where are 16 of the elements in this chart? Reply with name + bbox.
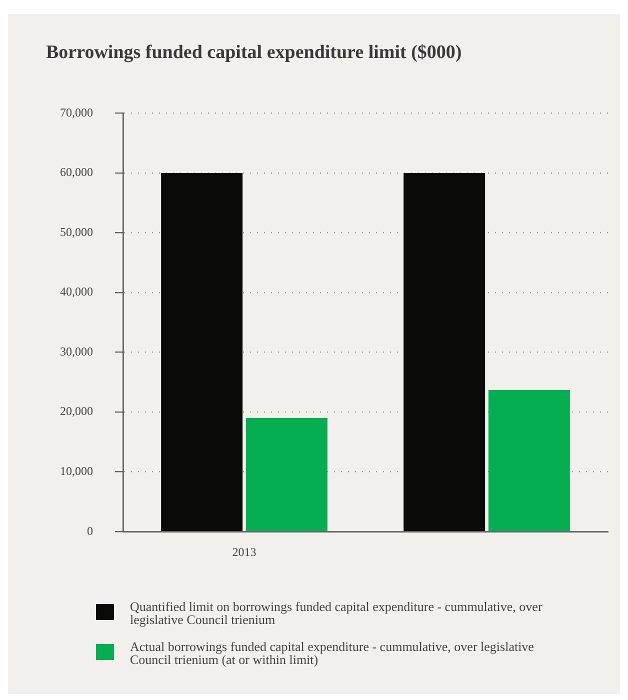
legend-label: Actual borrowings funded capital expenditure - cummulative, over legislative Council trienium (at or within limit) xyxy=(130,639,535,667)
bar xyxy=(404,172,486,531)
bar xyxy=(246,418,328,531)
bar xyxy=(161,172,243,531)
bar xyxy=(488,390,570,531)
y-tick-label: 0 xyxy=(87,524,93,538)
y-tick-label: 50,000 xyxy=(60,224,93,239)
y-tick-label: 60,000 xyxy=(60,165,93,180)
y-tick-label: 40,000 xyxy=(60,284,93,299)
y-tick-label: 20,000 xyxy=(60,404,93,418)
legend-label: Quantified limit on borrowings funded capital expenditure - cummulative, over legislative Council trienium xyxy=(130,599,544,627)
x-tick-label: 2013 xyxy=(232,544,256,559)
chart-title: Borrowings funded capital expenditure limit ($000) xyxy=(46,42,462,64)
y-tick-label: 70,000 xyxy=(60,105,93,120)
y-tick-label: 30,000 xyxy=(60,344,93,358)
y-tick-label: 10,000 xyxy=(60,464,93,478)
